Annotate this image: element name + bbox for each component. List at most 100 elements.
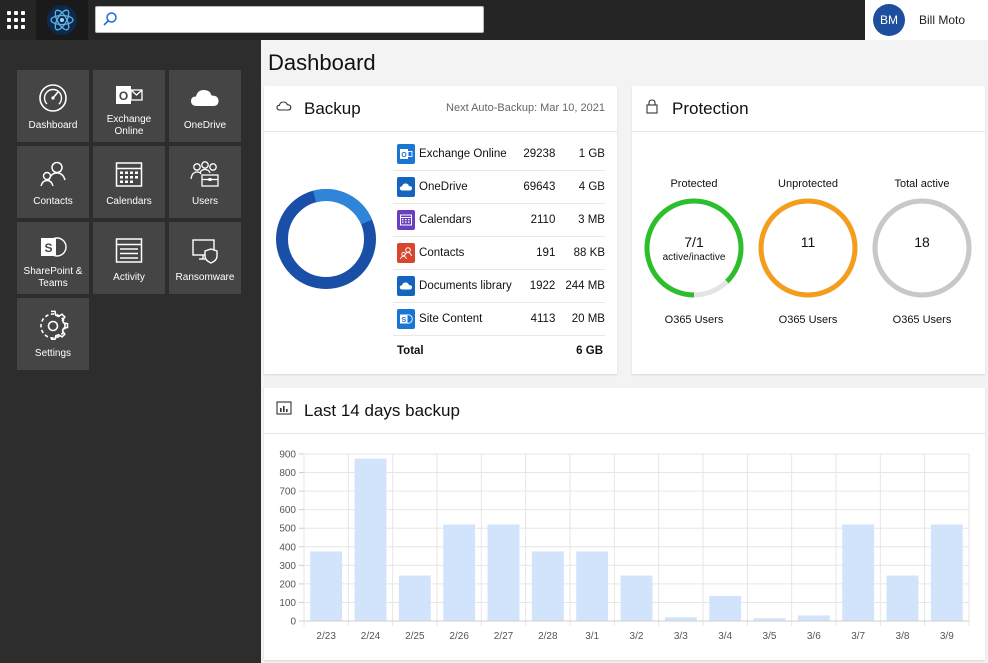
sidebar-item-calendars[interactable]: Calendars — [93, 146, 165, 218]
protection-stat-value: 7/1 — [684, 234, 704, 250]
y-tick-label: 200 — [279, 579, 296, 590]
protection-ring: 7/1 active/inactive — [642, 196, 746, 300]
sidebar-item-label: Contacts — [33, 196, 73, 207]
x-tick-label: 3/6 — [807, 631, 821, 642]
sidebar-item-users[interactable]: Users — [169, 146, 241, 218]
sidebar-item-onedrive[interactable]: OneDrive — [169, 70, 241, 142]
y-tick-label: 800 — [279, 468, 296, 479]
top-bar: BM Bill Moto — [0, 0, 988, 40]
x-tick-label: 2/24 — [361, 631, 381, 642]
sidebar-item-ransomware[interactable]: Ransomware — [169, 222, 241, 294]
protection-stat[interactable]: Unprotected 11 O365 Users — [756, 178, 860, 326]
bar — [797, 615, 830, 621]
user-name: Bill Moto — [919, 13, 966, 27]
sharepoint-icon: S — [37, 231, 69, 263]
backup-row-count: 69643 — [523, 181, 556, 193]
backup-total-row: Total 6 GB — [393, 336, 605, 366]
backup-row[interactable]: O Exchange Online 29238 1 GB — [393, 138, 605, 171]
sidebar-item-activity[interactable]: Activity — [93, 222, 165, 294]
sidebar-item-label: SharePoint & Teams — [23, 266, 83, 289]
protection-title: Protection — [672, 98, 749, 118]
sidebar-item-sharepoint-teams[interactable]: S SharePoint & Teams — [17, 222, 89, 294]
protection-stat-footer: O365 Users — [778, 314, 838, 326]
chart-card-header: Last 14 days backup — [264, 388, 985, 434]
x-tick-label: 3/8 — [896, 631, 910, 642]
backup-card: Backup Next Auto-Backup: Mar 10, 2021 O E… — [264, 86, 617, 374]
backup-row-name: Contacts — [419, 247, 465, 259]
protection-stat-value: 11 — [800, 234, 816, 250]
sidebar-item-label: Ransomware — [175, 272, 235, 283]
bar — [531, 551, 564, 621]
app-launcher-icon[interactable] — [7, 11, 25, 29]
protection-stat[interactable]: Total active 18 O365 Users — [870, 178, 974, 326]
contacts-icon — [397, 243, 416, 263]
bar — [886, 575, 919, 621]
users-icon — [189, 158, 221, 190]
backup-row[interactable]: Documents library 1922 244 MB — [393, 270, 605, 303]
backup-title: Backup — [304, 98, 361, 118]
search-box[interactable] — [95, 6, 484, 33]
page-title: Dashboard — [268, 50, 376, 75]
x-tick-label: 2/23 — [316, 631, 336, 642]
backup-table: O Exchange Online 29238 1 GB OneDrive 69643 4 … — [393, 138, 605, 366]
user-menu[interactable]: BM Bill Moto — [865, 0, 988, 40]
x-tick-label: 2/26 — [449, 631, 469, 642]
sidebar-item-contacts[interactable]: Contacts — [17, 146, 89, 218]
calendar-icon — [113, 158, 145, 190]
backup-row-name: Exchange Online — [419, 148, 507, 160]
sidebar-item-label: Calendars — [106, 196, 152, 207]
backup-row-count: 2110 — [530, 214, 556, 226]
cloud-icon — [189, 82, 221, 114]
protection-stat-label: Total active — [894, 178, 950, 190]
y-tick-label: 900 — [279, 450, 296, 461]
exchange-icon: O — [113, 79, 145, 111]
protection-ring: 11 — [756, 196, 860, 300]
protection-ring: 18 — [870, 196, 974, 300]
app-logo-icon[interactable] — [36, 0, 88, 40]
sidebar-nav: Dashboard O Exchange Online OneDrive Con… — [17, 70, 243, 370]
protection-card: Protection Protected 7/1 active/inactive O3… — [632, 86, 985, 374]
backup-row-size: 1 GB — [578, 148, 605, 160]
svg-text:O: O — [401, 152, 407, 159]
x-tick-label: 2/25 — [405, 631, 425, 642]
calendar-icon — [397, 210, 416, 230]
search-icon — [103, 12, 117, 26]
backup-row-count: 29238 — [523, 148, 556, 160]
x-tick-label: 3/9 — [940, 631, 954, 642]
backup-row[interactable]: OneDrive 69643 4 GB — [393, 171, 605, 204]
backup-row[interactable]: S Site Content 4113 20 MB — [393, 303, 605, 336]
sidebar-item-settings[interactable]: Settings — [17, 298, 89, 370]
sharepoint-icon: S — [397, 309, 416, 329]
y-tick-label: 400 — [279, 542, 296, 553]
sidebar-item-label: Dashboard — [28, 120, 78, 131]
backup-row[interactable]: Contacts 191 88 KB — [393, 237, 605, 270]
x-tick-label: 3/3 — [674, 631, 688, 642]
backup-total-size: 6 GB — [576, 345, 603, 357]
sidebar-item-label: Exchange Online — [106, 114, 152, 137]
protection-stat[interactable]: Protected 7/1 active/inactive O365 Users — [642, 178, 746, 326]
sidebar-item-exchange-online[interactable]: O Exchange Online — [93, 70, 165, 142]
bar — [664, 617, 697, 621]
bar — [398, 575, 431, 621]
cloud-icon — [276, 99, 292, 118]
backup-row[interactable]: Calendars 2110 3 MB — [393, 204, 605, 237]
backup-row-count: 1922 — [529, 280, 556, 292]
protection-stat-value: 18 — [914, 234, 930, 250]
protection-card-header: Protection — [632, 86, 985, 132]
x-tick-label: 3/7 — [851, 631, 865, 642]
sidebar-item-dashboard[interactable]: Dashboard — [17, 70, 89, 142]
backup-row-name: Calendars — [419, 214, 472, 226]
y-tick-label: 500 — [279, 524, 296, 535]
protection-stat-footer: O365 Users — [664, 314, 724, 326]
next-backup-text: Next Auto-Backup: Mar 10, 2021 — [446, 102, 605, 114]
backup-row-size: 20 MB — [571, 313, 605, 325]
backup-bar-chart: 0 100 200 300 400 500 600 700 800 900 2/23 2/24 2/25… — [279, 450, 970, 642]
bar — [310, 551, 343, 621]
chart-title: Last 14 days backup — [304, 400, 460, 420]
y-tick-label: 600 — [279, 505, 296, 516]
avatar[interactable]: BM — [873, 4, 905, 36]
backup-row-count: 191 — [536, 247, 556, 259]
search-input[interactable] — [122, 9, 477, 30]
bar — [842, 524, 875, 621]
protection-stat-footer: O365 Users — [892, 314, 952, 326]
